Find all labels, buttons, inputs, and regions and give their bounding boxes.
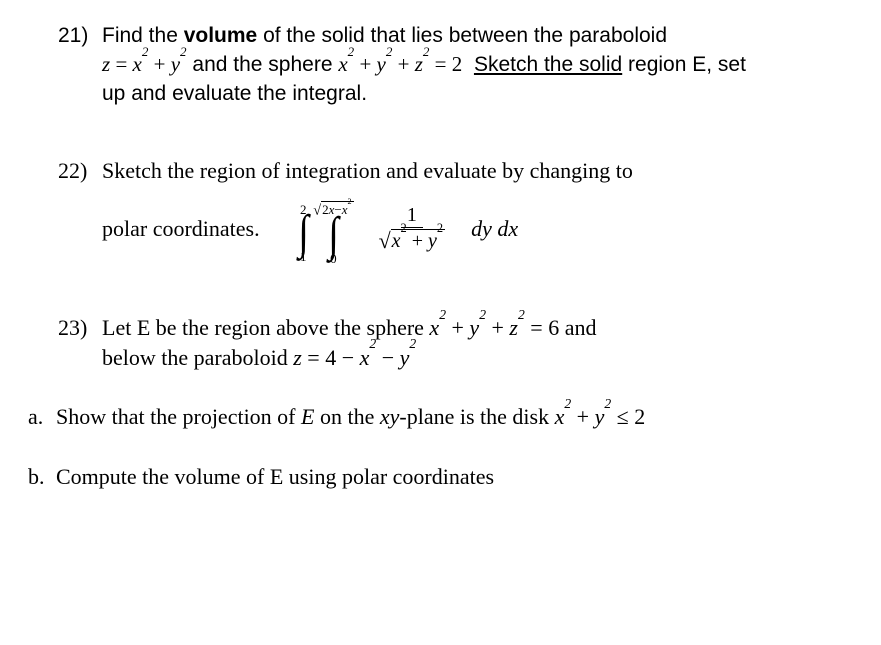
differentials: dy dx bbox=[471, 214, 518, 244]
problem-23-body: 23)Let E be the region above the sphere … bbox=[58, 313, 847, 372]
problem-22-line1: 22)Sketch the region of integration and … bbox=[102, 156, 847, 186]
problem-21-line3: up and evaluate the integral. bbox=[102, 80, 847, 108]
double-integral: 2 ∫ 1 √2x−x2 ∫ 0 bbox=[298, 192, 353, 265]
problem-21-number: 21) bbox=[58, 22, 102, 50]
fraction-denominator: √x2 + y2 bbox=[373, 228, 452, 254]
p23-a-eq: x2 + y2 ≤ 2 bbox=[555, 404, 646, 429]
subpart-b-label: b. bbox=[28, 462, 56, 492]
integrand-fraction: 1 √x2 + y2 bbox=[373, 203, 452, 254]
p21-sketch: Sketch the solid bbox=[474, 53, 622, 76]
p23-a-3: -plane is the disk bbox=[399, 404, 554, 429]
problem-22-line2: polar coordinates. 2 ∫ 1 √2x−x2 ∫ 0 1 √x… bbox=[102, 192, 847, 265]
p23-l1a: Let E be the region above the sphere bbox=[102, 315, 429, 340]
problem-23-a: a.Show that the projection of E on the x… bbox=[92, 402, 847, 432]
problem-23: 23)Let E be the region above the sphere … bbox=[58, 313, 847, 492]
p23-l2a: below the paraboloid bbox=[102, 345, 293, 370]
problem-22-number: 22) bbox=[58, 156, 102, 186]
p23-a-xy: xy bbox=[380, 404, 400, 429]
subpart-a-label: a. bbox=[28, 402, 56, 432]
p21-eq1: z = x2 + y2 bbox=[102, 52, 187, 76]
p23-a-2: on the bbox=[314, 404, 379, 429]
problem-23-subparts: a.Show that the projection of E on the x… bbox=[58, 402, 847, 491]
problem-21-line2: z = x2 + y2 and the sphere x2 + y2 + z2 … bbox=[102, 50, 847, 79]
p21-eq2: x2 + y2 + z2 = 2 bbox=[338, 52, 462, 76]
outer-integral: 2 ∫ 1 bbox=[297, 203, 310, 263]
integral-symbol: ∫ bbox=[298, 214, 309, 252]
problem-22-body: 22)Sketch the region of integration and … bbox=[58, 156, 847, 265]
problem-21-body: 21)Find the volume of the solid that lie… bbox=[58, 22, 847, 108]
p23-eq2: z = 4 − x2 − y2 bbox=[293, 345, 416, 370]
p21-l1b: of the solid that lies between the parab… bbox=[257, 24, 667, 47]
p22-lead: polar coordinates. bbox=[102, 214, 260, 244]
p23-eq1: x2 + y2 + z2 = 6 bbox=[429, 315, 559, 340]
p21-mid: and the sphere bbox=[187, 53, 339, 76]
p21-l2a: region E, set bbox=[622, 53, 746, 76]
problem-23-b: b.Compute the volume of E using polar co… bbox=[92, 462, 847, 492]
problem-21-line1: 21)Find the volume of the solid that lie… bbox=[102, 22, 847, 50]
integral-symbol: ∫ bbox=[328, 216, 339, 254]
p23-l1b: and bbox=[559, 315, 596, 340]
problem-22: 22)Sketch the region of integration and … bbox=[58, 156, 847, 265]
p23-b-text: Compute the volume of E using polar coor… bbox=[56, 464, 494, 489]
problem-21: 21)Find the volume of the solid that lie… bbox=[58, 22, 847, 108]
p21-volume: volume bbox=[184, 24, 258, 47]
p23-a-1: Show that the projection of bbox=[56, 404, 301, 429]
problem-23-line1: 23)Let E be the region above the sphere … bbox=[102, 313, 847, 343]
inner-integral: √2x−x2 ∫ 0 bbox=[313, 203, 353, 265]
p22-text1: Sketch the region of integration and eva… bbox=[102, 158, 633, 183]
p23-a-E: E bbox=[301, 404, 314, 429]
problem-23-line2: below the paraboloid z = 4 − x2 − y2 bbox=[102, 343, 847, 373]
problem-23-number: 23) bbox=[58, 313, 102, 343]
